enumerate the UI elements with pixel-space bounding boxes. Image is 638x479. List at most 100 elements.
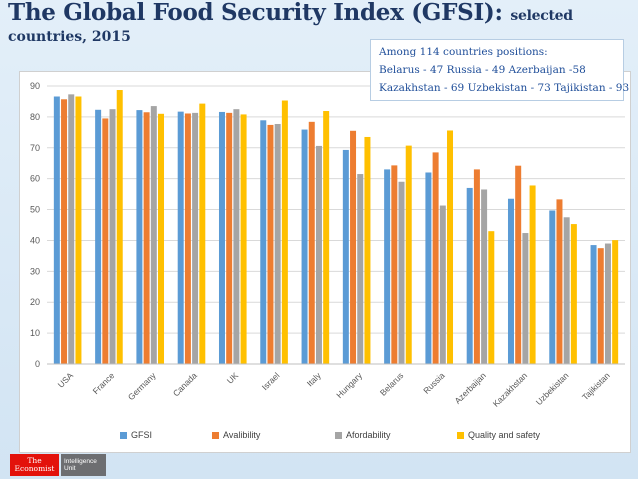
y-tick-label: 50 — [30, 205, 40, 215]
bar-quality-and-safety-usa — [75, 96, 82, 364]
bar-afordability-canada — [192, 112, 199, 364]
bar-quality-and-safety-kazakhstan — [529, 185, 536, 364]
legend-item-avalibility: Avalibility — [212, 430, 260, 440]
x-tick-label: Italy — [305, 370, 324, 389]
legend-label: Afordability — [346, 430, 391, 440]
legend-swatch — [120, 432, 127, 440]
logo-unit-line2: Unit — [64, 465, 76, 472]
chart-legend: GFSI Avalibility Afordability Quality and s… — [120, 430, 620, 444]
legend-swatch — [212, 432, 219, 440]
bar-quality-and-safety-germany — [158, 113, 165, 364]
bar-avalibility-tajikistan — [597, 248, 604, 364]
bar-avalibility-hungary — [350, 130, 357, 364]
bar-afordability-france — [109, 109, 116, 365]
logo-economist: The Economist — [10, 454, 59, 476]
bar-avalibility-germany — [143, 112, 150, 364]
bar-afordability-germany — [150, 106, 157, 365]
bar-gfsi-uk — [218, 111, 225, 365]
y-tick-label: 40 — [30, 235, 40, 245]
y-tick-label: 30 — [30, 266, 40, 276]
bar-afordability-azerbaijan — [481, 189, 488, 364]
slide-title-main: The Global Food Security Index (GFSI): — [8, 0, 503, 26]
bar-avalibility-russia — [432, 152, 439, 364]
legend-label: GFSI — [131, 430, 153, 440]
note-line-3: Kazakhstan - 69 Uzbekistan - 73 Tajikist… — [379, 82, 630, 94]
legend-item-quality-and-safety: Quality and safety — [457, 430, 540, 440]
bar-afordability-israel — [274, 123, 281, 364]
bar-gfsi-kazakhstan — [507, 198, 514, 364]
bar-afordability-belarus — [398, 181, 405, 364]
bar-gfsi-uzbekistan — [549, 210, 556, 364]
bar-quality-and-safety-italy — [323, 111, 330, 365]
bar-avalibility-canada — [184, 113, 191, 364]
bar-afordability-hungary — [357, 174, 364, 364]
bar-afordability-italy — [315, 145, 322, 364]
bar-gfsi-hungary — [342, 149, 349, 364]
bar-afordability-uzbekistan — [563, 217, 570, 364]
bar-quality-and-safety-azerbaijan — [488, 231, 495, 364]
x-tick-label: UK — [225, 370, 241, 386]
bar-gfsi-italy — [301, 129, 308, 364]
bar-avalibility-france — [102, 118, 109, 364]
bar-gfsi-tajikistan — [590, 245, 597, 364]
legend-item-afordability: Afordability — [335, 430, 391, 440]
logo-unit-line1: Intelligence — [64, 458, 97, 465]
y-tick-label: 60 — [30, 174, 40, 184]
bar-avalibility-kazakhstan — [515, 165, 522, 364]
y-tick-label: 90 — [30, 81, 40, 91]
legend-item-gfsi: GFSI — [120, 430, 152, 440]
bar-quality-and-safety-belarus — [405, 145, 412, 364]
economist-logo: The Economist Intelligence Unit — [10, 454, 110, 476]
bar-avalibility-usa — [61, 99, 68, 364]
x-tick-label: Belarus — [378, 370, 405, 397]
bar-quality-and-safety-hungary — [364, 136, 371, 364]
bar-avalibility-uk — [226, 112, 233, 364]
bar-afordability-russia — [439, 205, 446, 364]
y-tick-label: 70 — [30, 143, 40, 153]
bar-gfsi-azerbaijan — [466, 187, 473, 364]
logo-intelligence-unit: Intelligence Unit — [61, 454, 106, 476]
y-tick-label: 0 — [35, 359, 40, 369]
bar-gfsi-canada — [177, 111, 184, 364]
x-tick-label: Germany — [126, 370, 158, 402]
x-tick-label: Hungary — [334, 370, 364, 400]
bar-quality-and-safety-tajikistan — [612, 240, 619, 364]
bar-quality-and-safety-uzbekistan — [570, 224, 577, 364]
x-tick-label: Kazakhstan — [491, 370, 530, 409]
legend-label: Quality and safety — [468, 430, 541, 440]
bar-avalibility-uzbekistan — [556, 199, 563, 364]
ranking-note: Among 114 countries positions: Belarus -… — [370, 39, 630, 101]
x-tick-label: Uzbekistan — [534, 370, 571, 407]
bar-avalibility-israel — [267, 124, 274, 364]
bar-quality-and-safety-israel — [281, 100, 288, 365]
bar-avalibility-azerbaijan — [473, 169, 480, 364]
logo-brand-line1: The — [27, 456, 42, 465]
slide-title-small: selected — [510, 8, 573, 24]
bar-avalibility-italy — [308, 121, 315, 364]
logo-brand-line2: Economist — [14, 464, 55, 473]
slide-title: The Global Food Security Index (GFSI): s… — [8, 0, 573, 29]
y-tick-label: 10 — [30, 328, 40, 338]
bar-gfsi-belarus — [384, 169, 391, 364]
bar-gfsi-germany — [136, 110, 143, 365]
y-tick-label: 80 — [30, 112, 40, 122]
bar-afordability-kazakhstan — [522, 233, 529, 364]
bar-gfsi-usa — [53, 96, 60, 364]
x-tick-label: Tajikistan — [580, 370, 612, 402]
x-tick-label: Israel — [260, 370, 282, 392]
legend-swatch — [457, 432, 464, 440]
bar-gfsi-france — [95, 109, 102, 364]
bar-quality-and-safety-canada — [199, 103, 206, 365]
x-tick-label: USA — [56, 370, 76, 390]
y-tick-label: 20 — [30, 297, 40, 307]
bar-quality-and-safety-france — [116, 90, 123, 364]
bar-gfsi-russia — [425, 172, 432, 364]
x-tick-label: Azerbaijan — [452, 370, 488, 406]
legend-swatch — [335, 432, 342, 440]
note-line-2: Belarus - 47 Russia - 49 Azerbaijan -58 — [379, 64, 586, 76]
bar-quality-and-safety-uk — [240, 114, 247, 364]
bar-afordability-uk — [233, 109, 240, 365]
slide-title-line2: countries, 2015 — [8, 29, 131, 45]
x-tick-label: Canada — [171, 370, 199, 398]
